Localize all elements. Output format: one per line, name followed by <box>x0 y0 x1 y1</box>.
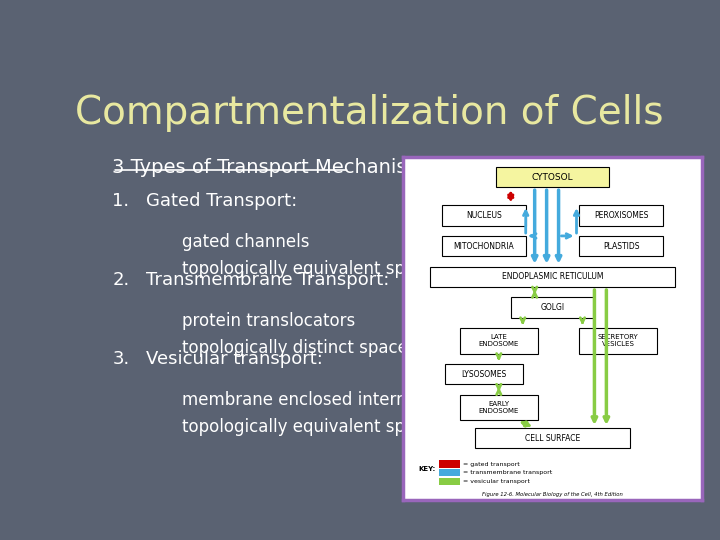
FancyBboxPatch shape <box>442 236 526 256</box>
Text: CELL SURFACE: CELL SURFACE <box>525 434 580 443</box>
Text: 1.: 1. <box>112 192 130 210</box>
FancyBboxPatch shape <box>460 395 538 420</box>
Text: CYTOSOL: CYTOSOL <box>532 173 573 181</box>
Text: = transmembrane transport: = transmembrane transport <box>463 470 552 475</box>
FancyBboxPatch shape <box>475 428 630 448</box>
Text: membrane enclosed intermediates: membrane enclosed intermediates <box>182 391 474 409</box>
FancyBboxPatch shape <box>460 328 538 354</box>
Text: Vesicular transport:: Vesicular transport: <box>145 349 323 368</box>
Text: protein translocators: protein translocators <box>182 312 356 330</box>
Text: Figure 12-6. Molecular Biology of the Cell, 4th Edition: Figure 12-6. Molecular Biology of the Ce… <box>482 492 623 497</box>
Text: LATE
ENDOSOME: LATE ENDOSOME <box>479 334 519 347</box>
Text: PEROXISOMES: PEROXISOMES <box>594 211 649 220</box>
Text: GOLGI: GOLGI <box>541 303 564 312</box>
Bar <box>439 460 460 468</box>
Text: topologically equivalent spaces: topologically equivalent spaces <box>182 418 444 436</box>
Text: 3.: 3. <box>112 349 130 368</box>
Text: topologically distinct space: topologically distinct space <box>182 339 408 357</box>
FancyBboxPatch shape <box>510 298 595 318</box>
FancyBboxPatch shape <box>580 205 663 226</box>
Text: EARLY
ENDOSOME: EARLY ENDOSOME <box>479 401 519 414</box>
Text: ENDOPLASMIC RETICULUM: ENDOPLASMIC RETICULUM <box>502 272 603 281</box>
Text: NUCLEUS: NUCLEUS <box>466 211 502 220</box>
Text: = vesicular transport: = vesicular transport <box>463 479 530 484</box>
Text: SECRETORY
VESICLES: SECRETORY VESICLES <box>598 334 639 347</box>
Text: LYSOSOMES: LYSOSOMES <box>462 369 506 379</box>
Text: gated channels: gated channels <box>182 233 310 251</box>
Text: = gated transport: = gated transport <box>463 462 520 467</box>
FancyBboxPatch shape <box>445 364 523 384</box>
Text: PLASTIDS: PLASTIDS <box>603 242 639 251</box>
Text: Transmembrane Transport:: Transmembrane Transport: <box>145 271 390 288</box>
Text: 2.: 2. <box>112 271 130 288</box>
FancyBboxPatch shape <box>580 236 663 256</box>
Text: Compartmentalization of Cells: Compartmentalization of Cells <box>75 94 663 132</box>
Text: topologically equivalent spaces: topologically equivalent spaces <box>182 260 444 278</box>
Text: KEY:: KEY: <box>418 466 436 472</box>
FancyBboxPatch shape <box>442 205 526 226</box>
Bar <box>439 478 460 485</box>
FancyBboxPatch shape <box>496 167 609 187</box>
Text: MITOCHONDRIA: MITOCHONDRIA <box>454 242 514 251</box>
Text: 3 Types of Transport Mechanisms: 3 Types of Transport Mechanisms <box>112 158 436 177</box>
FancyBboxPatch shape <box>580 328 657 354</box>
Bar <box>439 469 460 476</box>
FancyBboxPatch shape <box>430 267 675 287</box>
Text: Gated Transport:: Gated Transport: <box>145 192 297 210</box>
